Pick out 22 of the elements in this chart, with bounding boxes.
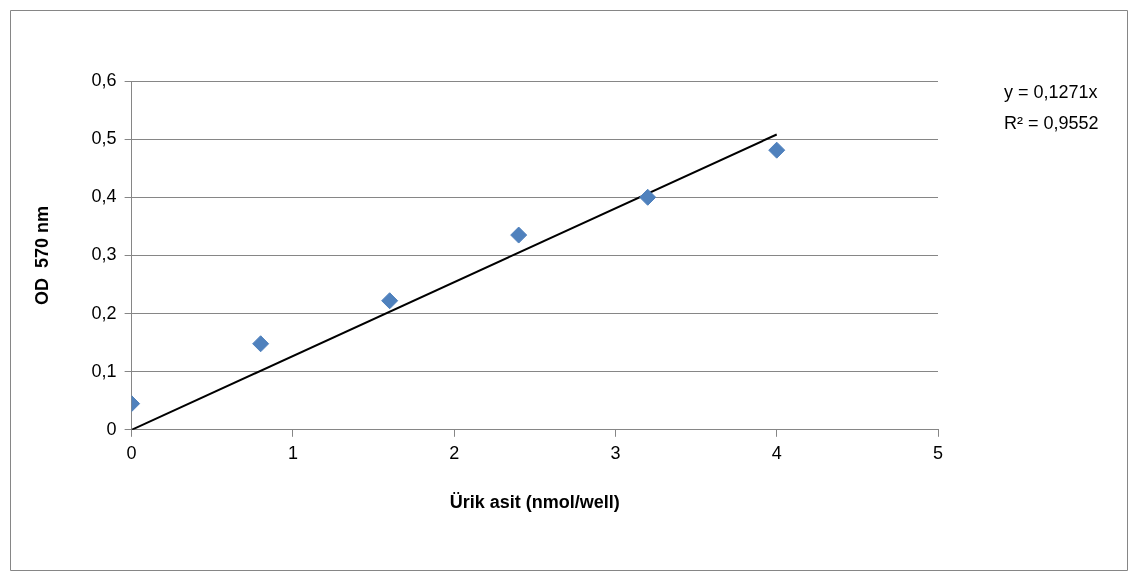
point	[639, 188, 657, 206]
x-tick-label: 3	[610, 442, 621, 463]
x-tick-label: 5	[932, 442, 944, 463]
y-axis-title: OD 570 nm	[31, 205, 52, 305]
y-tick-label: 0,3	[91, 244, 117, 265]
x-axis-title: Ürik asit (nmol/well)	[449, 492, 620, 513]
x-tick-label: 4	[771, 442, 782, 463]
text: y = 0,1271x	[1004, 81, 1098, 102]
y-tick-label: 0,5	[91, 128, 117, 149]
point	[768, 141, 786, 159]
x-tick-label: 0	[126, 442, 137, 463]
point	[381, 292, 399, 310]
point	[510, 226, 528, 244]
y-tick-label: 0,2	[91, 302, 117, 323]
y-tick-label: 0,1	[91, 360, 117, 381]
x-tick-label: 1	[287, 442, 298, 463]
y-tick-label: 0,6	[91, 69, 117, 90]
y-tick-label: 0	[106, 418, 117, 439]
point	[252, 335, 270, 353]
text: R² = 0,9552	[1004, 112, 1099, 133]
y-tick-label: 0,4	[91, 186, 117, 207]
x-tick-label: 2	[449, 442, 460, 463]
